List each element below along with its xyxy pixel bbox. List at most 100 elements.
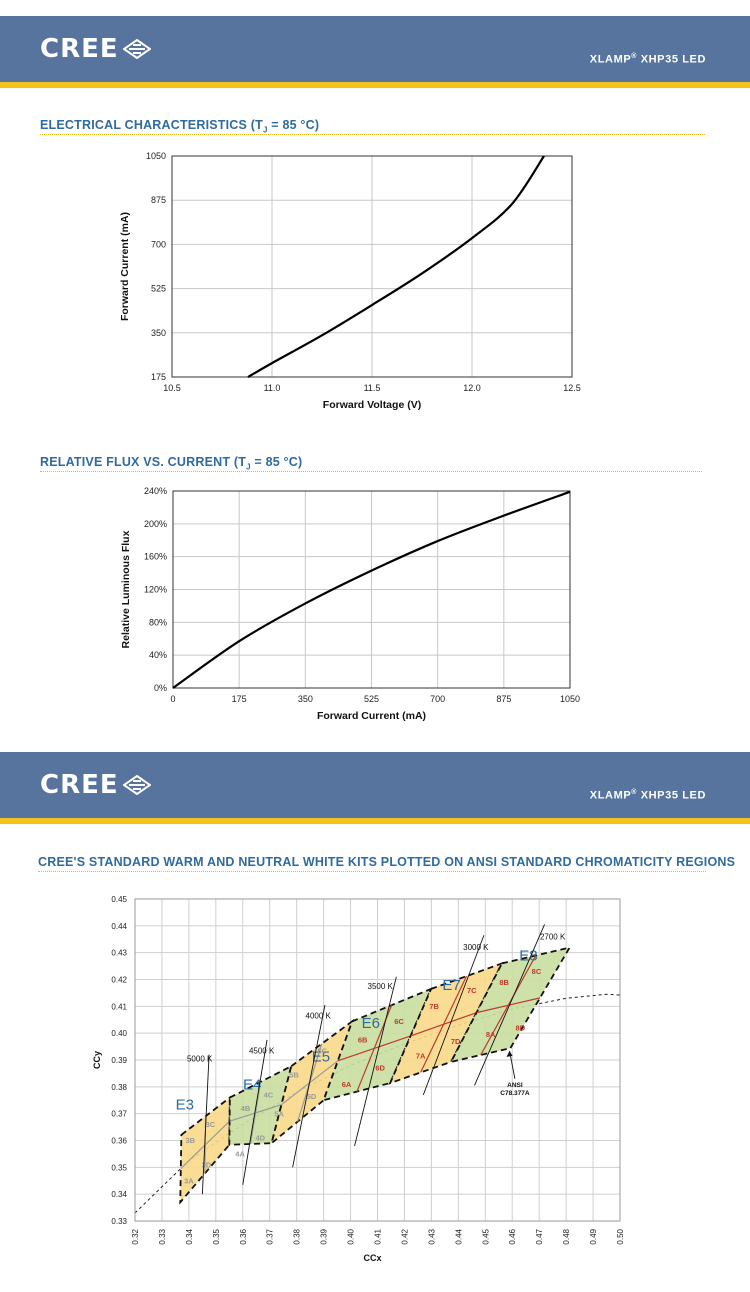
section-title-electrical: ELECTRICAL CHARACTERISTICS (TJ = 85 °C) <box>40 118 320 135</box>
bin-label: 4B <box>241 1104 251 1113</box>
y-tick-label: 80% <box>149 617 167 627</box>
bin-label: 5B <box>289 1070 299 1079</box>
bin-label: 7C <box>467 986 477 995</box>
x-tick-label: 1050 <box>560 694 580 704</box>
x-tick-label: 875 <box>496 694 511 704</box>
kit-label: E6 <box>362 1015 380 1032</box>
x-tick-label: 0.32 <box>131 1228 140 1244</box>
cct-line <box>422 935 485 1096</box>
y-tick-label: 0.39 <box>111 1056 127 1065</box>
cree-logo-icon <box>122 39 151 59</box>
section-title-flux: RELATIVE FLUX VS. CURRENT (TJ = 85 °C) <box>40 455 303 472</box>
x-tick-label: 0.38 <box>293 1228 302 1244</box>
brand-name: CREE <box>40 34 119 64</box>
plot-frame <box>171 155 573 378</box>
cct-line <box>242 1039 268 1185</box>
bin-label: 3D <box>202 1160 212 1169</box>
annotation-label: C78.377A <box>500 1090 530 1097</box>
x-tick-label: 350 <box>298 694 313 704</box>
relative-flux-chart: 0 175 350 525 700 875 1050 0% 40% 80% 120% 160% 200%… <box>120 486 580 722</box>
bin-label: 7D <box>451 1037 461 1046</box>
x-axis-label: Forward Voltage (V) <box>323 399 421 411</box>
bin-label: 4D <box>255 1134 265 1143</box>
y-axis-label: Relative Luminous Flux <box>120 530 132 648</box>
bin-label: 6B <box>358 1036 368 1045</box>
bin-label: 4A <box>235 1150 245 1159</box>
plot-frame <box>134 898 621 1222</box>
cree-logo-icon <box>122 775 151 795</box>
y-tick-label: 0.35 <box>111 1163 127 1172</box>
y-tick-label: 0.43 <box>111 949 127 958</box>
cct-label: 3500 K <box>368 982 394 991</box>
x-tick-label: 0 <box>170 694 175 704</box>
bin-label: 5C <box>317 1046 327 1055</box>
header-stripe <box>0 818 750 824</box>
x-tick-label: 0.37 <box>266 1228 275 1244</box>
x-tick-label: 10.5 <box>163 383 181 393</box>
chromaticity-chart: 0.32 0.33 0.34 0.35 0.36 0.37 0.38 0.39 0.40 0.41… <box>92 895 625 1263</box>
bin-label: 8D <box>516 1023 526 1032</box>
y-tick-label: 0.34 <box>111 1190 127 1199</box>
bin-divider <box>410 1012 477 1037</box>
kit-label: E3 <box>176 1097 194 1114</box>
x-tick-label: 0.40 <box>347 1228 356 1244</box>
x-tick-label: 0.33 <box>158 1228 167 1244</box>
bin-label: 4C <box>264 1091 274 1100</box>
y-tick-label: 1050 <box>146 151 166 161</box>
x-tick-label: 0.50 <box>616 1228 625 1244</box>
page-header: CREE XLAMP® XHP35 LED <box>0 752 750 824</box>
x-tick-label: 0.41 <box>374 1228 383 1244</box>
section-divider <box>40 471 702 472</box>
bin-label: 5A <box>274 1109 284 1118</box>
y-tick-label: 40% <box>149 650 167 660</box>
x-tick-label: 0.48 <box>562 1228 571 1244</box>
bin-divider <box>229 1104 282 1122</box>
kit-label: E4 <box>243 1077 261 1094</box>
y-tick-label: 0.33 <box>111 1217 127 1226</box>
bin-label: 8A <box>486 1030 496 1039</box>
y-tick-label: 120% <box>144 585 167 595</box>
y-tick-label: 0.38 <box>111 1083 127 1092</box>
y-tick-label: 175 <box>151 372 166 382</box>
x-axis-label: Forward Current (mA) <box>317 710 426 722</box>
bin-label: 7A <box>416 1052 426 1061</box>
x-tick-label: 0.42 <box>400 1228 409 1244</box>
x-tick-label: 700 <box>430 694 445 704</box>
cree-logo: CREE <box>40 34 151 64</box>
bin-label: 3C <box>206 1120 216 1129</box>
bin-label: 7B <box>429 1002 439 1011</box>
y-tick-label: 0.40 <box>111 1029 127 1038</box>
y-tick-label: 0.44 <box>111 922 127 931</box>
forward-current-chart: 10.5 11.0 11.5 12.0 12.5 175 350 525 700 875 1050 F… <box>119 151 581 411</box>
annotation-label: ANSI <box>507 1082 523 1089</box>
cct-label: 4500 K <box>249 1046 275 1055</box>
section-title-chromaticity: CREE'S STANDARD WARM AND NEUTRAL WHITE K… <box>38 855 736 869</box>
y-tick-label: 200% <box>144 519 167 529</box>
bin-label: 8C <box>532 967 542 976</box>
x-tick-label: 0.39 <box>320 1228 329 1244</box>
cree-logo: CREE <box>40 770 151 800</box>
cct-label: 5000 K <box>187 1054 213 1063</box>
bin-label: 6D <box>375 1064 385 1073</box>
kit-region <box>322 987 433 1102</box>
x-tick-label: 0.35 <box>212 1228 221 1244</box>
kit-label: E5 <box>312 1048 330 1065</box>
cct-line <box>292 1004 326 1168</box>
bin-label: 5D <box>307 1092 317 1101</box>
series-line <box>172 490 571 689</box>
y-tick-label: 240% <box>144 486 167 496</box>
x-tick-label: 0.45 <box>481 1228 490 1244</box>
series-line <box>247 155 545 378</box>
bin-label: 6A <box>342 1080 352 1089</box>
section-divider <box>40 134 705 135</box>
bin-label: 8B <box>499 978 509 987</box>
y-tick-label: 0.41 <box>111 1002 127 1011</box>
y-tick-label: 0.37 <box>111 1110 127 1119</box>
section-divider <box>38 871 706 872</box>
brand-name: CREE <box>40 770 119 800</box>
x-tick-label: 0.49 <box>589 1228 598 1244</box>
x-tick-label: 0.34 <box>185 1228 194 1244</box>
y-axis-label: Forward Current (mA) <box>119 212 131 321</box>
y-tick-label: 0.42 <box>111 976 127 985</box>
x-tick-label: 0.43 <box>427 1228 436 1244</box>
